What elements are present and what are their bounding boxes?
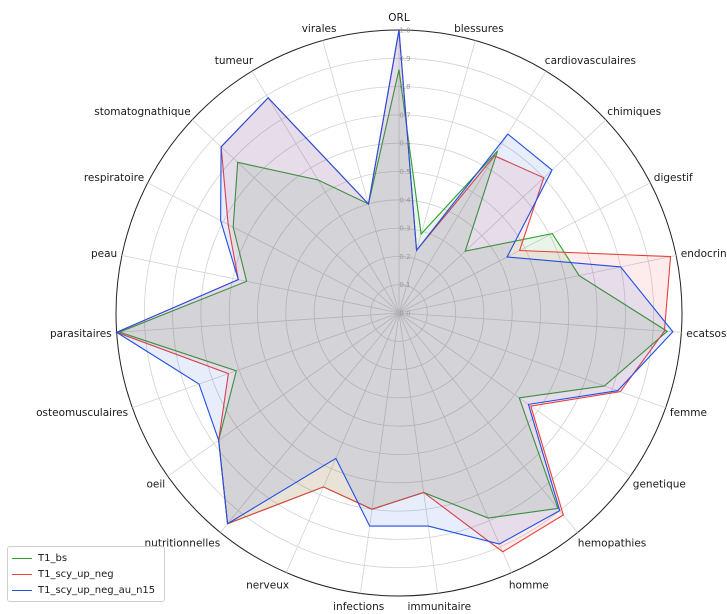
radial-tick-label: 0.8 <box>399 83 410 91</box>
radar-spoke <box>220 312 400 533</box>
category-label: femme <box>670 407 707 419</box>
radar-spoke <box>398 119 607 314</box>
radar-spoke <box>398 70 547 314</box>
legend-label: T1_scy_up_neg <box>38 568 114 580</box>
category-label: ORL <box>388 12 410 24</box>
legend-item: T1_scy_up_neg_au_n15 <box>12 582 160 598</box>
radar-spoke <box>191 119 400 314</box>
radar-spoke <box>116 312 400 333</box>
category-label: digestif <box>654 172 693 184</box>
radar-labels: 0.0 0.1 0.2 0.3 0.4 0.5 0.6 0.7 0.8 0.9 1.0 ORL bles… <box>36 12 727 613</box>
legend-swatch-t1-scy-up-neg-au-n15 <box>12 589 32 591</box>
radial-tick-label: 0.1 <box>399 281 410 289</box>
category-label: ecatsosy <box>686 328 727 340</box>
radar-spoke <box>398 312 666 409</box>
category-label: blessures <box>454 23 504 35</box>
radial-tick-label: 1.0 <box>399 27 410 35</box>
legend-label: T1_scy_up_neg_au_n15 <box>38 584 156 596</box>
category-label: infections <box>333 601 384 613</box>
legend-item: T1_scy_up_neg <box>12 566 160 582</box>
category-label: stomatognathique <box>94 106 190 118</box>
category-label: tumeur <box>215 55 254 67</box>
radar-spoke <box>398 312 631 477</box>
category-label: peau <box>91 248 117 260</box>
radial-tick-label: 0.3 <box>399 225 410 233</box>
radar-spoke <box>398 40 476 314</box>
category-label: respiratoire <box>84 172 144 184</box>
category-label: osteomusculaires <box>36 407 128 419</box>
radar-spoke <box>398 312 438 594</box>
radar-spoke <box>398 255 677 314</box>
radar-spoke <box>398 312 578 533</box>
category-label: cardiovasculaires <box>545 55 636 67</box>
series-T1_scy_up_neg_au_n15-area <box>115 29 674 545</box>
series-T1_scy_up_neg-area <box>115 29 672 553</box>
legend-label: T1_bs <box>38 552 68 564</box>
radar-spoke <box>251 70 400 314</box>
radar-spoke <box>167 312 400 477</box>
category-label: virales <box>302 23 337 35</box>
category-label: homme <box>509 580 549 592</box>
legend-swatch-t1-scy-up-neg <box>12 573 32 575</box>
radial-tick-label: 0.0 <box>399 310 410 318</box>
category-label: nerveux <box>246 580 289 592</box>
category-label: parasitaires <box>50 328 112 340</box>
category-label: hemopathies <box>578 538 647 550</box>
chart-legend: T1_bs T1_scy_up_neg T1_scy_up_neg_au_n15 <box>7 546 165 602</box>
radial-tick-label: 0.9 <box>399 55 410 63</box>
radar-series <box>115 29 674 553</box>
radar-spoke <box>398 312 682 333</box>
legend-item: T1_bs <box>12 550 160 566</box>
radar-spoke <box>147 182 400 314</box>
radar-spoke <box>398 312 513 573</box>
radial-tick-label: 0.4 <box>399 196 411 204</box>
category-label: genetique <box>633 479 686 491</box>
radar-spoke <box>398 182 651 314</box>
radial-tick-label: 0.6 <box>399 140 411 148</box>
radial-tick-label: 0.7 <box>399 111 410 119</box>
category-label: immunitaire <box>407 601 471 613</box>
radial-tick-label: 0.2 <box>399 253 410 261</box>
radar-spoke <box>322 40 400 314</box>
category-label: oeil <box>146 479 165 491</box>
category-label: endocriniennes <box>681 248 727 260</box>
category-label: chimiques <box>607 106 661 118</box>
legend-swatch-t1-bs <box>12 557 32 559</box>
radar-spoke <box>132 312 400 409</box>
radar-spoke <box>285 312 400 573</box>
radial-tick-label: 0.5 <box>399 168 410 176</box>
radar-spoke <box>121 255 400 314</box>
radar-spoke <box>360 312 400 594</box>
